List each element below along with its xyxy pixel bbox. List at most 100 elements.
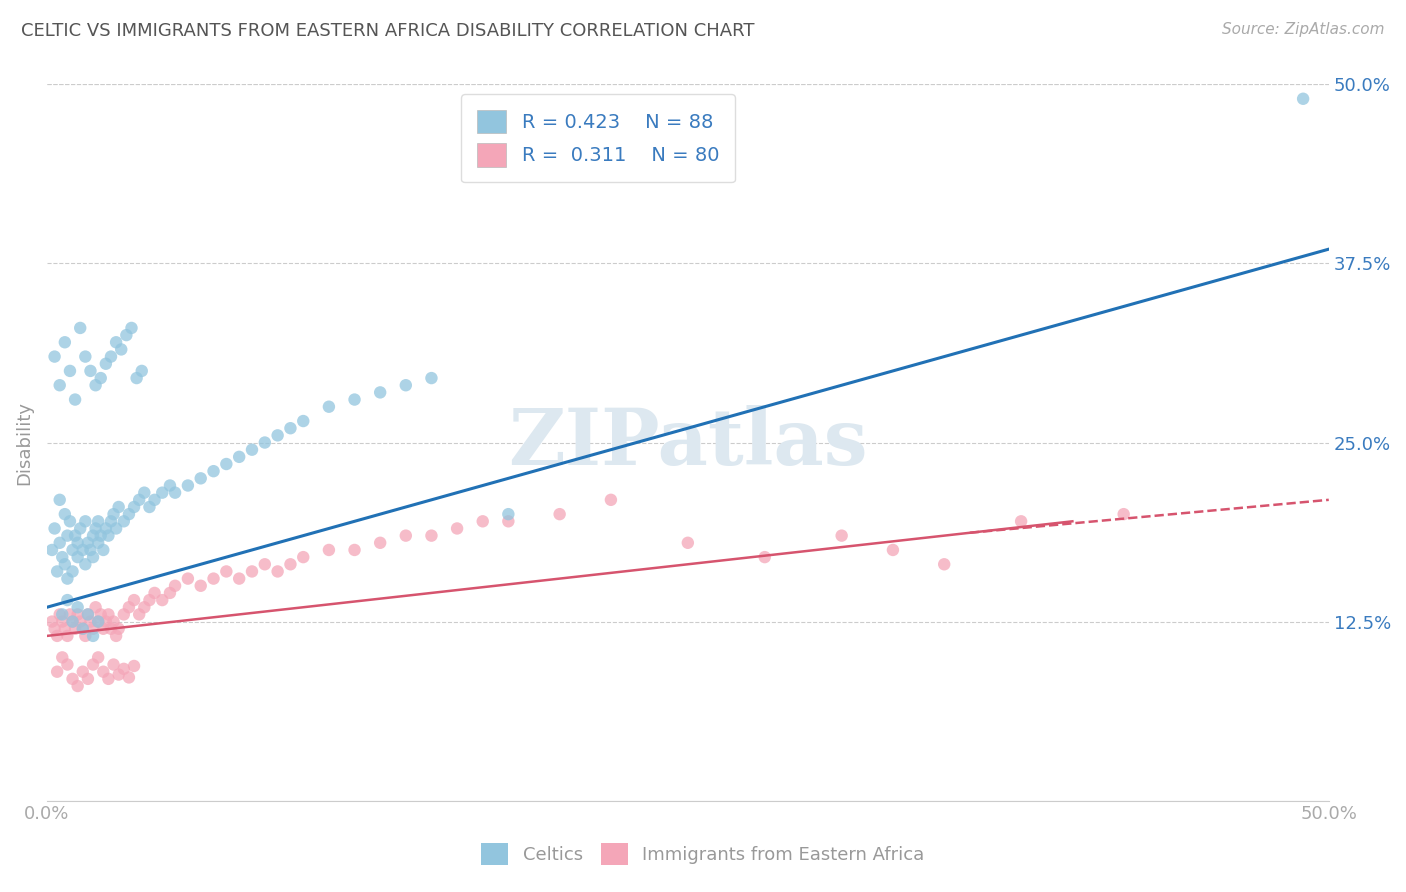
Point [56, 657, 79, 672]
Point [228, 450, 250, 464]
Point [228, 572, 250, 586]
Point [107, 500, 129, 514]
Point [79, 364, 101, 378]
Point [177, 572, 200, 586]
Point [66, 600, 89, 615]
Point [62, 615, 84, 629]
Point [94, 615, 117, 629]
Point [72, 665, 94, 679]
Point [122, 500, 145, 514]
Point [266, 565, 288, 579]
Point [66, 679, 89, 693]
Point [90, 528, 112, 542]
Point [44, 350, 66, 364]
Point [118, 600, 141, 615]
Point [69, 615, 91, 629]
Point [1112, 507, 1135, 521]
Point [77, 672, 100, 686]
Point [62, 565, 84, 579]
Point [79, 615, 101, 629]
Point [53, 622, 76, 636]
Point [395, 378, 418, 392]
Point [66, 536, 89, 550]
Point [82, 528, 104, 542]
Point [82, 622, 104, 636]
Point [72, 543, 94, 558]
Point [240, 565, 263, 579]
Point [471, 514, 494, 528]
Point [94, 521, 117, 535]
Point [91, 543, 114, 558]
Point [498, 507, 520, 521]
Point [62, 672, 84, 686]
Point [165, 485, 187, 500]
Point [128, 492, 150, 507]
Point [122, 659, 145, 673]
Point [46, 665, 69, 679]
Point [105, 521, 128, 535]
Point [100, 514, 122, 528]
Point [51, 607, 73, 622]
Point [420, 528, 443, 542]
Point [202, 572, 225, 586]
Point [318, 543, 340, 558]
Point [69, 321, 91, 335]
Point [56, 593, 79, 607]
Point [112, 662, 135, 676]
Point [63, 528, 86, 542]
Point [143, 586, 166, 600]
Point [159, 586, 181, 600]
Point [77, 536, 100, 550]
Point [202, 464, 225, 478]
Point [122, 593, 145, 607]
Point [97, 607, 120, 622]
Point [134, 485, 156, 500]
Point [498, 514, 520, 528]
Point [84, 600, 107, 615]
Point [343, 392, 366, 407]
Point [87, 615, 110, 629]
Point [292, 550, 315, 565]
Point [53, 335, 76, 350]
Point [41, 615, 63, 629]
Y-axis label: Disability: Disability [15, 401, 32, 484]
Point [59, 514, 82, 528]
Point [105, 335, 128, 350]
Point [112, 514, 135, 528]
Point [280, 421, 302, 435]
Point [165, 579, 187, 593]
Point [318, 400, 340, 414]
Point [84, 521, 107, 535]
Point [253, 558, 276, 572]
Point [97, 672, 120, 686]
Point [48, 492, 70, 507]
Point [600, 492, 623, 507]
Point [59, 364, 82, 378]
Point [75, 558, 97, 572]
Point [51, 615, 73, 629]
Point [128, 607, 150, 622]
Point [66, 550, 89, 565]
Point [59, 607, 82, 622]
Text: ZIPatlas: ZIPatlas [508, 405, 868, 481]
Point [105, 629, 128, 643]
Point [110, 343, 132, 357]
Point [72, 622, 94, 636]
Point [87, 650, 110, 665]
Point [100, 350, 122, 364]
Point [51, 550, 73, 565]
Point [934, 558, 956, 572]
Point [215, 565, 238, 579]
Point [395, 528, 418, 542]
Point [56, 572, 79, 586]
Point [90, 607, 112, 622]
Point [103, 657, 125, 672]
Text: Source: ZipAtlas.com: Source: ZipAtlas.com [1222, 22, 1385, 37]
Point [548, 507, 571, 521]
Point [143, 492, 166, 507]
Point [754, 550, 776, 565]
Point [44, 622, 66, 636]
Point [46, 629, 69, 643]
Point [75, 350, 97, 364]
Point [118, 507, 141, 521]
